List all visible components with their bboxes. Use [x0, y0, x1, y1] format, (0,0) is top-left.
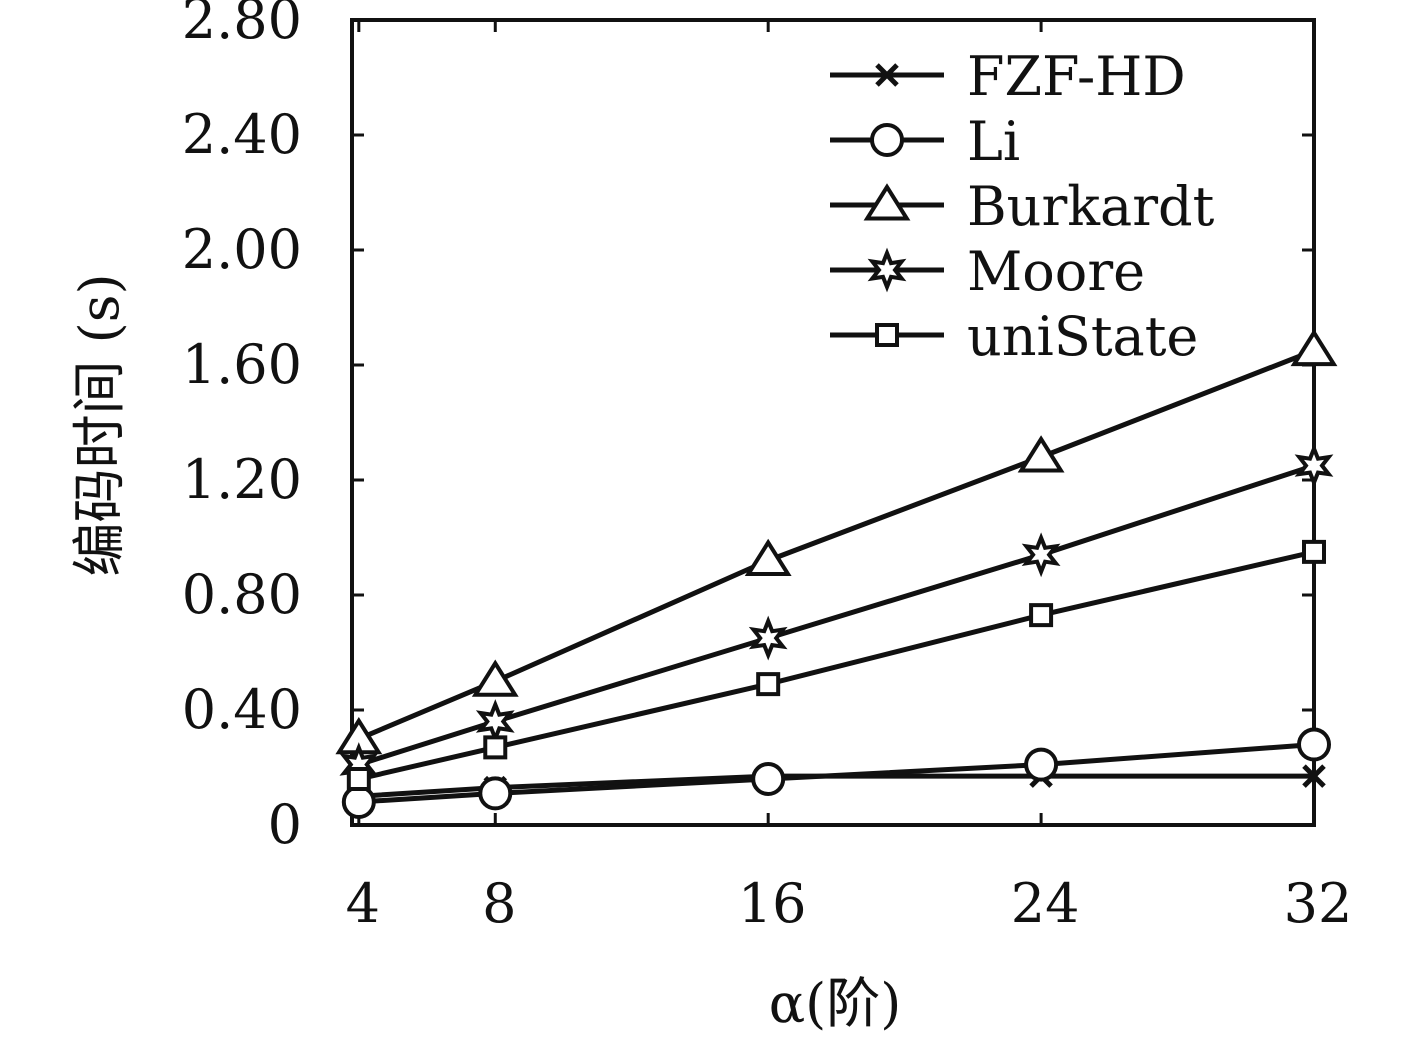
x-axis-ticks: 4 8 16 24 32	[346, 20, 1353, 935]
legend-entry: uniState	[830, 305, 1198, 368]
legend-entry: Burkardt	[830, 175, 1215, 238]
data-point	[346, 767, 371, 791]
x-axis-label: α(阶)	[769, 972, 902, 1035]
data-point	[341, 785, 376, 819]
series-moore	[339, 443, 1334, 787]
legend-marker	[867, 247, 907, 293]
y-tick-label: 0.40	[182, 678, 302, 741]
legend-entry: Li	[830, 110, 1020, 173]
legend-label: Moore	[967, 240, 1145, 303]
x-tick-label: 4	[346, 872, 380, 935]
data-point	[483, 735, 508, 760]
legend-entry: FZF-HD	[830, 45, 1186, 108]
series-layer	[335, 328, 1338, 819]
data-point	[475, 699, 515, 744]
data-point	[471, 659, 519, 697]
data-point	[478, 776, 513, 811]
legend-label: FZF-HD	[967, 45, 1186, 108]
legend-marker	[875, 323, 899, 347]
series-unistate	[346, 539, 1326, 791]
data-point	[748, 615, 788, 661]
y-tick-label: 0	[268, 793, 302, 856]
y-tick-label: 2.80	[182, 0, 302, 51]
data-point	[1302, 764, 1326, 788]
x-tick-label: 24	[1011, 872, 1080, 935]
x-tick-label: 32	[1284, 872, 1353, 935]
data-point	[756, 672, 781, 697]
series-li	[341, 727, 1331, 819]
data-point	[1290, 328, 1338, 367]
legend-marker	[870, 123, 904, 157]
y-tick-label: 2.40	[182, 103, 302, 166]
data-point	[1021, 532, 1061, 578]
legend-label: Li	[967, 110, 1020, 173]
data-point	[751, 762, 786, 796]
legend-entry: Moore	[830, 240, 1145, 303]
y-tick-label: 2.00	[182, 218, 302, 281]
y-tick-label: 0.80	[182, 563, 302, 626]
data-point	[1297, 727, 1331, 762]
plot-frame	[350, 18, 1316, 827]
data-point	[1302, 539, 1326, 564]
legend-marker	[875, 63, 899, 87]
data-point	[1024, 747, 1059, 782]
legend-marker	[863, 183, 911, 221]
data-point	[1294, 443, 1334, 488]
y-axis-ticks: 0 0.40 0.80 1.20 1.60 2.00 2.40 2.80	[182, 0, 1314, 856]
y-tick-label: 1.60	[182, 333, 302, 396]
series-burkardt	[335, 328, 1338, 755]
data-point	[744, 538, 792, 576]
x-tick-label: 8	[482, 872, 516, 935]
legend-label: uniState	[967, 305, 1198, 368]
y-axis-label: 编码时间 (s)	[68, 273, 131, 576]
data-point	[1029, 603, 1054, 628]
data-point	[1017, 435, 1065, 473]
y-tick-label: 1.20	[182, 448, 302, 511]
x-tick-label: 16	[738, 872, 807, 935]
legend-label: Burkardt	[967, 175, 1215, 238]
